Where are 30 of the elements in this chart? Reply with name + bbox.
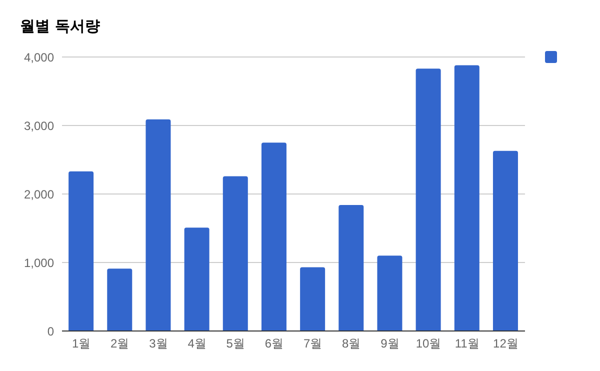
bar [377,256,402,331]
bar [184,228,210,331]
x-tick-label: 1월 [72,336,91,351]
x-tick-label: 2월 [110,336,130,351]
y-tick-label: 4,000 [24,50,54,64]
x-tick-label: 3월 [149,336,168,351]
bar [416,68,441,331]
x-tick-label: 7월 [303,336,322,351]
x-tick-label: 11월 [454,336,480,351]
bar [68,171,94,331]
bar [261,142,286,331]
bar [107,268,132,331]
x-tick-label: 6월 [264,336,284,351]
bar [300,267,326,331]
x-tick-label: 4월 [188,336,206,351]
bar [222,176,248,331]
chart-title: 월별 독서량 [20,17,100,36]
y-tick-label: 0 [47,324,54,338]
x-tick-label: 10월 [416,336,442,351]
y-tick-label: 1,000 [24,256,54,270]
bar [454,65,480,331]
bar [338,204,364,331]
x-tick-label: 8월 [342,336,361,351]
bar [492,150,518,331]
x-tick-label: 9월 [380,336,400,351]
y-tick-label: 2,000 [24,187,54,202]
bar [146,119,171,331]
x-tick-label: 5월 [226,336,245,351]
x-tick-label: 12월 [493,336,518,351]
y-tick-label: 3,000 [24,118,54,133]
